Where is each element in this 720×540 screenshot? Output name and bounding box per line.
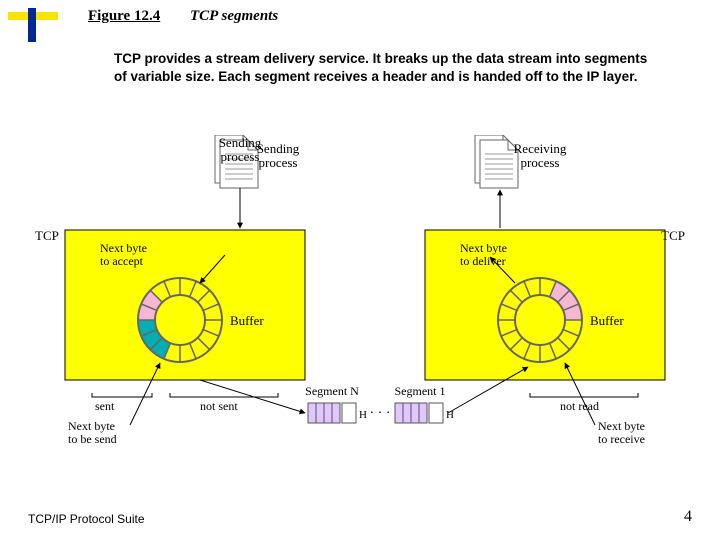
figure-title: TCP segments bbox=[190, 8, 278, 25]
figure-label: Figure 12.4 bbox=[88, 8, 160, 25]
corner-decoration bbox=[8, 8, 58, 42]
next-byte-accept-label: Next byteto accept bbox=[100, 241, 147, 268]
segments-ellipsis: · · · bbox=[370, 406, 391, 421]
segment-1-label: Segment 1 bbox=[395, 384, 446, 398]
tcp-segments-diagram: Sendingprocess TCP TCP Next byteto accep… bbox=[30, 135, 690, 470]
sent-label: sent bbox=[95, 399, 115, 413]
corner-vbar bbox=[28, 8, 36, 42]
receiving-process-icon bbox=[475, 135, 518, 188]
segment-n-strip bbox=[308, 403, 356, 423]
not-read-label: not read bbox=[560, 399, 599, 413]
not-sent-label: not sent bbox=[200, 399, 238, 413]
receiving-process-text: Receivingprocess bbox=[514, 141, 567, 170]
buffer-right-label: Buffer bbox=[590, 313, 624, 328]
segment-n-label: Segment N bbox=[305, 384, 359, 398]
tcp-left-label: TCP bbox=[35, 228, 59, 243]
segment-n-H: H bbox=[359, 409, 367, 421]
footer-right-page-number: 4 bbox=[684, 508, 692, 526]
buffer-ring-right bbox=[498, 278, 582, 362]
next-byte-send-label: Next byteto be send bbox=[68, 419, 117, 446]
sending-process-label: Sendingprocess bbox=[219, 135, 262, 164]
figure-description: TCP provides a stream delivery service. … bbox=[114, 50, 650, 86]
tcp-right-label: TCP bbox=[661, 228, 685, 243]
footer-left: TCP/IP Protocol Suite bbox=[28, 512, 145, 526]
buffer-ring-left bbox=[138, 278, 222, 362]
segment-1-strip bbox=[395, 403, 443, 423]
buffer-left-label: Buffer bbox=[230, 313, 264, 328]
slide-page: Figure 12.4 TCP segments TCP provides a … bbox=[0, 0, 720, 540]
next-byte-deliver-label: Next byteto deliver bbox=[460, 241, 507, 268]
sending-process-text: Sendingprocess bbox=[257, 141, 300, 170]
next-byte-receive-label: Next byteto receive bbox=[598, 419, 645, 446]
